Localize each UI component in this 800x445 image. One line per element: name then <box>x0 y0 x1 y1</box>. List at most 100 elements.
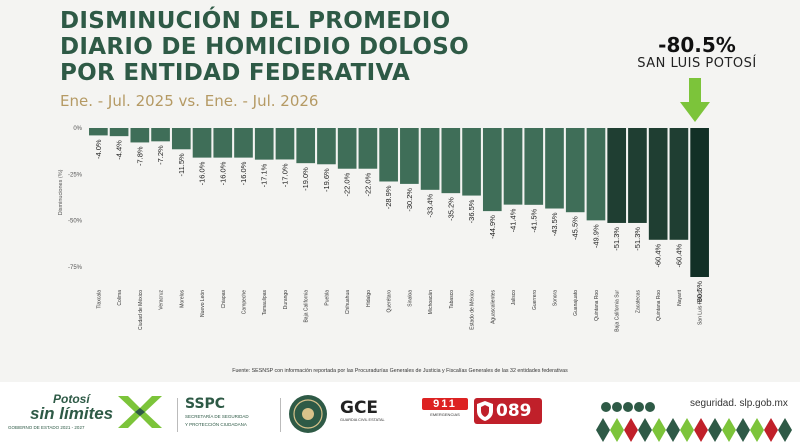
data-label: -51.3% <box>612 227 621 251</box>
bar-chart: 0% -25% -50% -75% Disminuciones (%) -4.0% Tlax… <box>58 126 709 332</box>
data-label: -80.5% <box>695 281 704 305</box>
title-line-3: POR ENTIDAD FEDERATIVA <box>60 60 411 86</box>
data-label: -30.2% <box>405 188 414 212</box>
pattern-diamond <box>624 418 638 442</box>
category-label: Sonora <box>553 290 559 306</box>
potosi-logo-line1: Potosí <box>53 392 90 406</box>
data-label: -16.0% <box>198 161 207 185</box>
category-label: Nayarit <box>677 289 683 305</box>
website-link[interactable]: seguridad. slp.gob.mx <box>690 398 788 409</box>
data-label: -17.0% <box>280 163 289 187</box>
x-icon[interactable] <box>623 401 633 412</box>
pattern-diamond <box>708 418 722 442</box>
bar <box>400 128 419 184</box>
bar <box>130 128 150 143</box>
gce-brand: GCE <box>340 398 379 418</box>
category-label: Querétaro <box>387 290 393 313</box>
footer-divider <box>177 398 178 432</box>
youtube-icon[interactable] <box>634 401 644 412</box>
y-tick-label: 0% <box>73 126 82 132</box>
category-label: Guerrero <box>532 290 538 310</box>
bar <box>213 128 233 158</box>
highlight-state: SAN LUIS POTOSÍ <box>637 56 757 71</box>
gce-small: GUARDIA CIVIL ESTATAL <box>340 418 385 422</box>
category-label: Estado de México <box>470 290 476 330</box>
bar <box>420 128 440 190</box>
footer-divider <box>280 398 281 432</box>
category-label: Chihuahua <box>345 290 351 314</box>
category-label: Sinaloa <box>407 290 413 307</box>
category-label: Guanajuato <box>573 290 579 316</box>
data-label: -60.4% <box>654 243 663 267</box>
data-label: -22.0% <box>343 172 352 196</box>
period-subtitle: Ene. - Jul. 2025 vs. Ene. - Jul. 2026 <box>60 92 319 110</box>
data-label: -7.8% <box>135 146 144 166</box>
pattern-diamond <box>694 418 708 442</box>
pattern-diamond <box>638 418 652 442</box>
bar <box>462 128 481 196</box>
highlight-value: -80.5% <box>658 33 736 57</box>
bar <box>586 128 606 221</box>
bar <box>607 128 627 223</box>
bar <box>648 128 668 240</box>
bar <box>192 128 212 158</box>
category-label: Campeche <box>242 290 248 314</box>
shield-icon <box>477 401 493 421</box>
y-tick-label: -75% <box>68 265 83 271</box>
data-label: -22.0% <box>363 172 372 196</box>
category-label: Tamaulipas <box>262 290 268 316</box>
data-label: -60.4% <box>674 243 683 267</box>
bar <box>545 128 564 209</box>
facebook-icon[interactable] <box>601 401 611 412</box>
emergency-911-small: EMERGENCIAS <box>430 412 460 417</box>
category-label: Quintana Roo <box>656 290 662 321</box>
category-label: Morelos <box>179 290 185 308</box>
title-line-1: DISMINUCIÓN DEL PROMEDIO <box>60 8 451 34</box>
state-seal-icon <box>289 395 327 433</box>
data-label: -11.5% <box>177 153 186 177</box>
pattern-diamond <box>610 418 624 442</box>
potosi-logo-line2: sin límites <box>30 404 114 423</box>
data-label: -19.0% <box>301 167 310 191</box>
y-tick-label: -25% <box>68 172 83 178</box>
sspc-brand: SSPC <box>185 396 226 412</box>
category-label: Baja California <box>304 290 310 323</box>
gce-logo: GCE GUARDIA CIVIL ESTATAL <box>340 398 400 422</box>
bar <box>669 128 689 240</box>
category-label: Ciudad de México <box>138 290 144 330</box>
emergency-911-logo: 911 EMERGENCIAS <box>422 398 468 417</box>
pattern-diamond <box>596 418 610 442</box>
instagram-icon[interactable] <box>612 401 622 412</box>
pattern-diamond <box>778 418 792 442</box>
bar <box>234 128 253 158</box>
category-label: Hidalgo <box>366 290 372 307</box>
bar <box>254 128 274 160</box>
bar <box>690 128 709 277</box>
category-label: Michoacán <box>428 290 434 314</box>
bar <box>628 128 647 223</box>
data-label: -28.9% <box>384 185 393 209</box>
sspc-line2: Y PROTECCIÓN CIUDADANA <box>185 421 247 427</box>
pattern-diamond <box>750 418 764 442</box>
data-label: -19.6% <box>322 168 331 192</box>
data-label: -49.9% <box>591 224 600 248</box>
bar <box>171 128 191 150</box>
pattern-diamond <box>666 418 680 442</box>
bar <box>482 128 502 212</box>
data-label: -16.0% <box>218 161 227 185</box>
bar <box>565 128 585 213</box>
bar <box>296 128 316 164</box>
data-label: -4.4% <box>115 140 124 160</box>
social-icons <box>601 398 656 416</box>
tiktok-icon[interactable] <box>645 401 655 412</box>
emergency-911-brand: 911 <box>422 398 468 410</box>
denuncia-089-logo: 089 <box>474 398 542 424</box>
page-title: DISMINUCIÓN DEL PROMEDIO DIARIO DE HOMIC… <box>60 8 469 86</box>
title-line-2: DIARIO DE HOMICIDIO DOLOSO <box>60 34 469 60</box>
bar <box>441 128 461 194</box>
category-label: Tabasco <box>449 290 455 309</box>
data-label: -16.0% <box>239 161 248 185</box>
data-label: -44.9% <box>488 215 497 239</box>
decorative-pattern <box>596 418 792 442</box>
bar <box>503 128 523 205</box>
